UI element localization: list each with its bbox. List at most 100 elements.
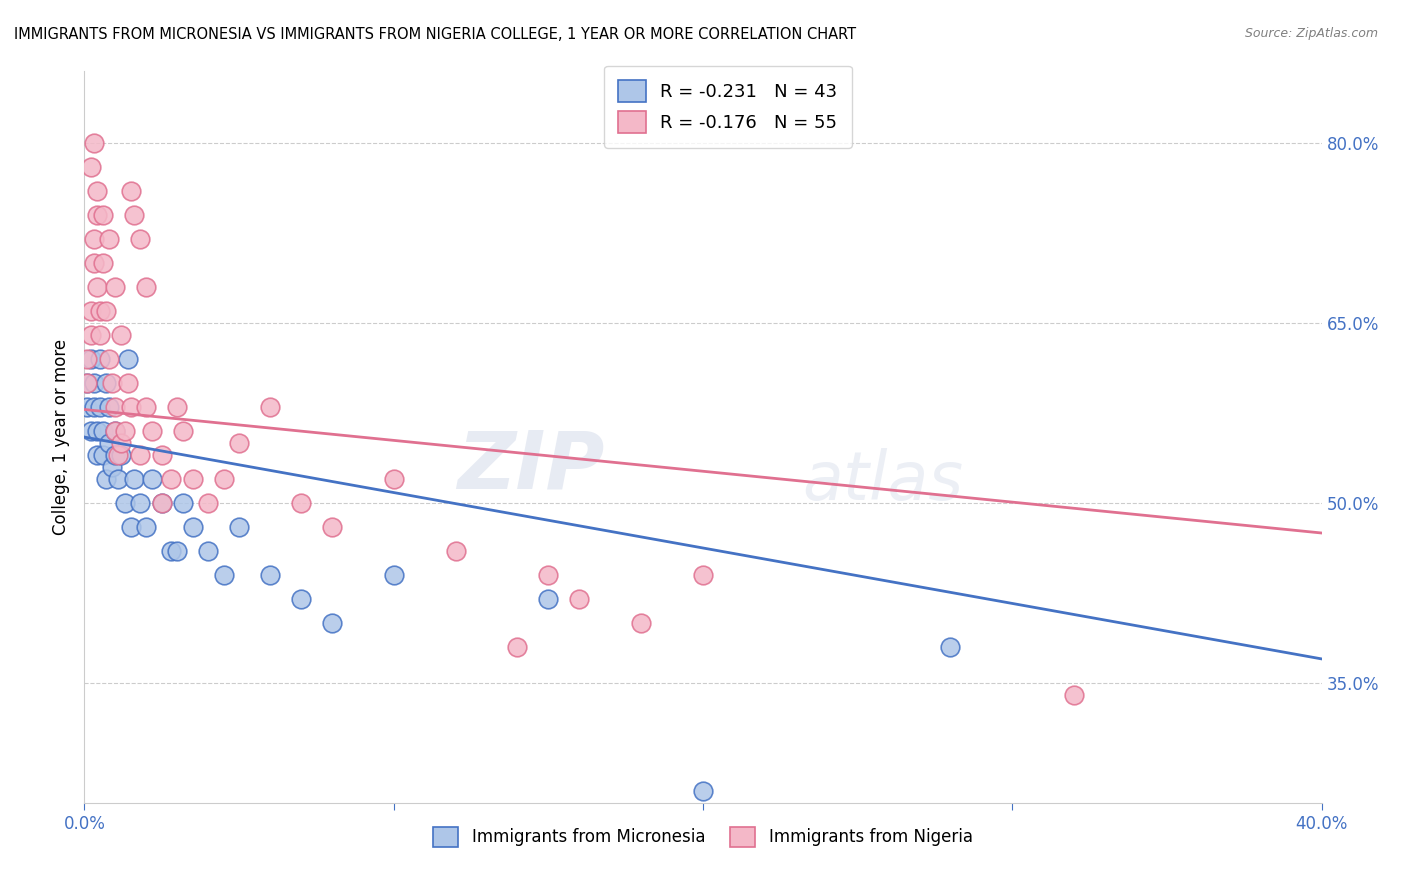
Point <box>98 352 121 367</box>
Point <box>117 352 139 367</box>
Point <box>86 448 108 462</box>
Point <box>259 568 281 582</box>
Point <box>212 568 235 582</box>
Point <box>692 784 714 798</box>
Point <box>197 496 219 510</box>
Point <box>89 328 111 343</box>
Point <box>141 472 163 486</box>
Y-axis label: College, 1 year or more: College, 1 year or more <box>52 339 70 535</box>
Text: ZIP: ZIP <box>457 427 605 506</box>
Point <box>630 615 652 630</box>
Point <box>166 400 188 414</box>
Point <box>89 400 111 414</box>
Point <box>104 424 127 438</box>
Point <box>83 256 105 270</box>
Text: atlas: atlas <box>801 448 963 514</box>
Point <box>135 400 157 414</box>
Point <box>83 232 105 246</box>
Point <box>114 424 136 438</box>
Point <box>114 496 136 510</box>
Point <box>86 424 108 438</box>
Point <box>104 280 127 294</box>
Point <box>129 496 152 510</box>
Point <box>122 208 145 222</box>
Point <box>259 400 281 414</box>
Text: Source: ZipAtlas.com: Source: ZipAtlas.com <box>1244 27 1378 40</box>
Point <box>692 568 714 582</box>
Point <box>150 448 173 462</box>
Point <box>79 424 101 438</box>
Point <box>150 496 173 510</box>
Point <box>172 496 194 510</box>
Point <box>228 436 250 450</box>
Point <box>181 472 204 486</box>
Point <box>98 436 121 450</box>
Point <box>101 460 124 475</box>
Point <box>89 352 111 367</box>
Point <box>290 591 312 606</box>
Point <box>104 400 127 414</box>
Point <box>160 472 183 486</box>
Point <box>537 591 560 606</box>
Point <box>382 568 405 582</box>
Point <box>104 448 127 462</box>
Point <box>166 544 188 558</box>
Point <box>382 472 405 486</box>
Point <box>76 400 98 414</box>
Point <box>94 472 117 486</box>
Point <box>135 520 157 534</box>
Point <box>1063 688 1085 702</box>
Point <box>141 424 163 438</box>
Point <box>94 304 117 318</box>
Point <box>91 208 114 222</box>
Point <box>506 640 529 654</box>
Point <box>91 424 114 438</box>
Point <box>101 376 124 391</box>
Point <box>110 448 132 462</box>
Point <box>228 520 250 534</box>
Point <box>83 400 105 414</box>
Text: IMMIGRANTS FROM MICRONESIA VS IMMIGRANTS FROM NIGERIA COLLEGE, 1 YEAR OR MORE CO: IMMIGRANTS FROM MICRONESIA VS IMMIGRANTS… <box>14 27 856 42</box>
Point <box>160 544 183 558</box>
Point <box>172 424 194 438</box>
Point <box>135 280 157 294</box>
Point <box>79 304 101 318</box>
Point <box>86 280 108 294</box>
Point <box>86 208 108 222</box>
Point <box>110 436 132 450</box>
Point <box>107 448 129 462</box>
Point <box>86 184 108 198</box>
Point <box>181 520 204 534</box>
Point <box>83 376 105 391</box>
Point <box>120 184 142 198</box>
Point <box>91 256 114 270</box>
Point <box>79 352 101 367</box>
Point <box>79 161 101 175</box>
Point <box>197 544 219 558</box>
Point <box>89 304 111 318</box>
Point <box>212 472 235 486</box>
Point <box>129 448 152 462</box>
Point <box>537 568 560 582</box>
Point <box>79 328 101 343</box>
Legend: Immigrants from Micronesia, Immigrants from Nigeria: Immigrants from Micronesia, Immigrants f… <box>420 814 986 860</box>
Point <box>321 615 343 630</box>
Point <box>939 640 962 654</box>
Point <box>83 136 105 151</box>
Point <box>76 352 98 367</box>
Point <box>129 232 152 246</box>
Point <box>104 424 127 438</box>
Point <box>98 232 121 246</box>
Point <box>568 591 591 606</box>
Point <box>110 328 132 343</box>
Point <box>98 400 121 414</box>
Point <box>290 496 312 510</box>
Point <box>107 472 129 486</box>
Point <box>321 520 343 534</box>
Point <box>76 376 98 391</box>
Point <box>150 496 173 510</box>
Point <box>76 376 98 391</box>
Point <box>117 376 139 391</box>
Point <box>122 472 145 486</box>
Point <box>120 520 142 534</box>
